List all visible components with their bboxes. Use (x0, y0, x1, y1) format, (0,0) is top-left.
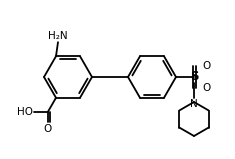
Text: O: O (202, 83, 210, 93)
Text: HO: HO (17, 107, 33, 117)
Text: O: O (202, 61, 210, 71)
Text: H₂N: H₂N (48, 31, 68, 41)
Text: N: N (190, 99, 198, 109)
Text: O: O (44, 124, 52, 134)
Text: S: S (190, 70, 198, 83)
